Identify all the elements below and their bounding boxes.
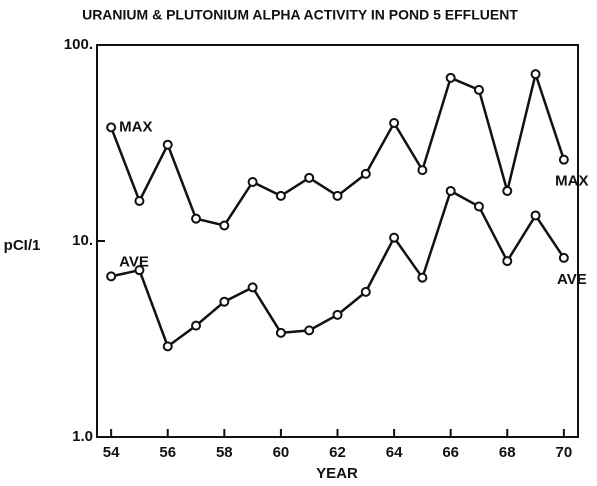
data-point	[247, 176, 258, 187]
data-point	[389, 117, 400, 128]
data-point	[417, 272, 428, 283]
x-tick-label: 56	[159, 444, 176, 461]
data-point	[558, 154, 569, 165]
plot-frame	[96, 44, 579, 438]
data-point	[502, 256, 513, 267]
x-tick-label: 66	[442, 444, 459, 461]
series-line	[109, 69, 566, 227]
y-axis-label: pCI/1	[4, 237, 41, 254]
x-tick-label: 62	[329, 444, 346, 461]
data-point	[219, 296, 230, 307]
series-label: MAX	[119, 118, 152, 135]
series-label: AVE	[557, 271, 587, 288]
x-tick-label: 60	[273, 444, 290, 461]
x-tick-label: 54	[103, 444, 120, 461]
data-point	[445, 72, 456, 83]
data-point	[162, 139, 173, 150]
data-point	[332, 190, 343, 201]
data-point	[360, 168, 371, 179]
data-point	[304, 172, 315, 183]
data-point	[191, 213, 202, 224]
data-point	[445, 185, 456, 196]
data-point	[134, 195, 145, 206]
data-point	[417, 165, 428, 176]
data-point	[247, 282, 258, 293]
series-label: AVE	[119, 253, 149, 270]
data-point	[106, 122, 117, 133]
data-point	[473, 201, 484, 212]
y-tick-label: 10.	[72, 232, 93, 249]
data-point	[360, 286, 371, 297]
data-point	[191, 320, 202, 331]
data-point	[530, 69, 541, 80]
data-point	[530, 210, 541, 221]
data-point	[162, 341, 173, 352]
data-point	[558, 252, 569, 263]
data-point	[275, 327, 286, 338]
y-tick-label: 1.0	[72, 428, 93, 445]
data-point	[219, 220, 230, 231]
data-point	[106, 271, 117, 282]
data-point	[134, 265, 145, 276]
series-label: MAX	[555, 173, 588, 190]
x-tick-label: 58	[216, 444, 233, 461]
data-point	[275, 190, 286, 201]
series-line	[110, 189, 565, 349]
x-tick-label: 70	[556, 444, 573, 461]
data-point	[389, 232, 400, 243]
chart-title: URANIUM & PLUTONIUM ALPHA ACTIVITY IN PO…	[82, 7, 518, 23]
data-point	[473, 84, 484, 95]
x-tick-label: 68	[499, 444, 516, 461]
x-tick-label: 64	[386, 444, 403, 461]
data-point	[502, 185, 513, 196]
y-tick-label: 100.	[64, 36, 93, 53]
x-axis-label: YEAR	[316, 465, 358, 482]
data-point	[304, 325, 315, 336]
data-point	[332, 309, 343, 320]
